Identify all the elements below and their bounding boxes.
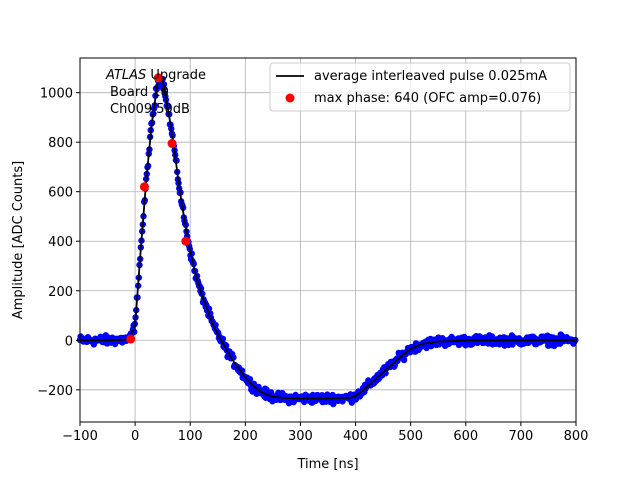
y-tick-label: 600 — [48, 186, 73, 201]
annotation: ATLAS Upgrade Board 10 Ch009 50dB — [105, 68, 206, 117]
y-tick-label: 0 — [65, 334, 73, 349]
annotation-upgrade: Upgrade — [146, 68, 206, 83]
x-tick-label: 500 — [398, 429, 423, 444]
y-tick-label: 800 — [48, 136, 73, 151]
max-phase-point — [126, 334, 136, 344]
y-axis: −200 0 200 400 600 800 1000 — [37, 87, 80, 399]
annotation-atlas: ATLAS — [105, 68, 146, 83]
y-axis-label: Amplitude [ADC Counts] — [11, 161, 26, 319]
legend: average interleaved pulse 0.025mA max ph… — [269, 62, 571, 112]
max-phase-point — [167, 138, 177, 148]
x-tick-label: 200 — [233, 429, 258, 444]
x-tick-label: 0 — [131, 429, 139, 444]
plot-frame — [79, 57, 577, 423]
annotation-line-2: Board 10 — [110, 85, 169, 100]
y-tick-label: 400 — [48, 235, 73, 250]
sample-point — [400, 356, 408, 364]
sample-point — [267, 389, 275, 396]
annotation-line-3: Ch009 50dB — [110, 102, 190, 117]
legend-box — [269, 62, 571, 112]
x-axis-label: Time [ns] — [296, 457, 358, 472]
x-axis: −100 0 100 200 300 400 500 600 700 800 — [62, 422, 588, 444]
legend-point-marker — [285, 93, 295, 103]
y-tick-label: −200 — [37, 384, 73, 399]
x-tick-label: 300 — [288, 429, 313, 444]
legend-label-average: average interleaved pulse 0.025mA — [314, 69, 547, 84]
legend-label-max-phase: max phase: 640 (OFC amp=0.076) — [314, 91, 541, 106]
x-tick-label: −100 — [62, 429, 98, 444]
max-phase-point — [181, 236, 191, 246]
x-tick-label: 400 — [343, 429, 368, 444]
x-tick-label: 600 — [453, 429, 478, 444]
max-phase-series — [126, 73, 191, 344]
y-tick-label: 1000 — [40, 87, 73, 102]
annotation-line-1: ATLAS Upgrade — [105, 68, 206, 83]
x-tick-label: 700 — [508, 429, 533, 444]
x-tick-label: 100 — [178, 429, 203, 444]
plot-area — [76, 73, 579, 408]
max-phase-point — [139, 182, 149, 192]
max-phase-point — [153, 73, 163, 83]
y-tick-label: 200 — [48, 285, 73, 300]
x-tick-label: 800 — [564, 429, 589, 444]
average-pulse-line — [80, 75, 576, 400]
